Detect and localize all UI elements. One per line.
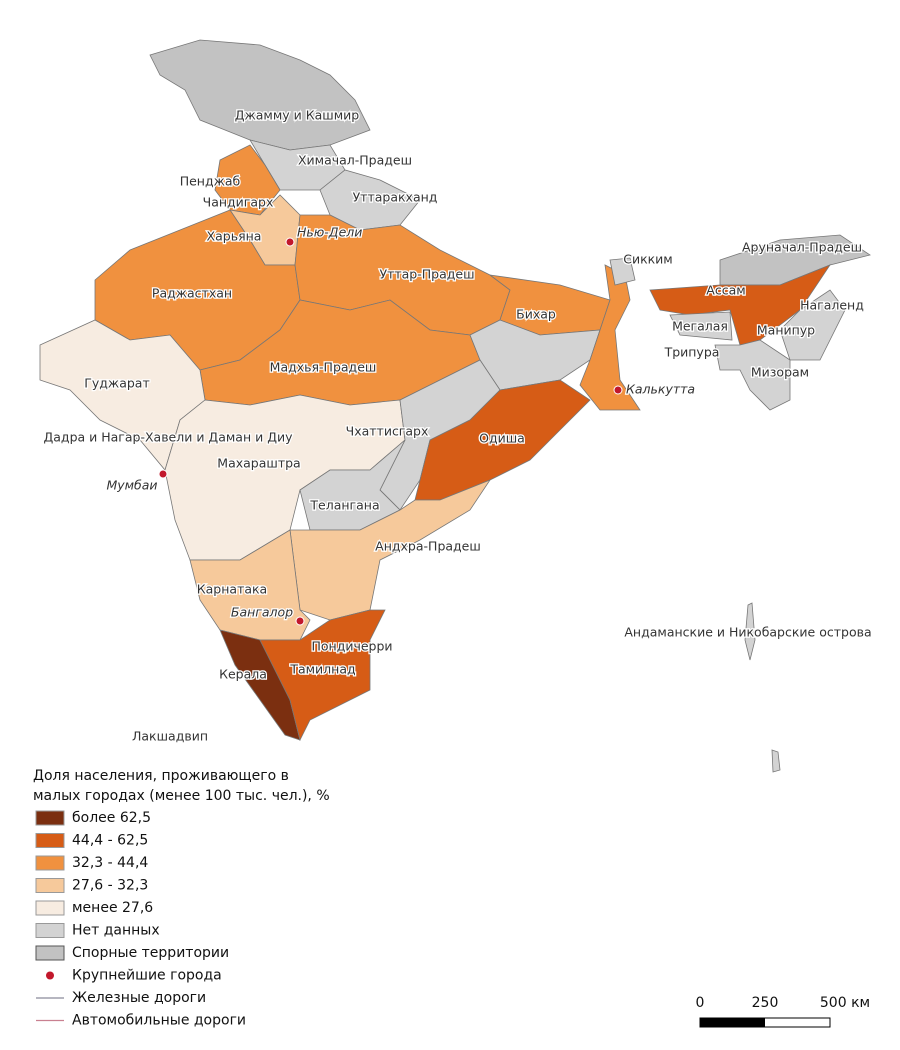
region-label: Бихар xyxy=(516,307,556,322)
legend-label: Спорные территории xyxy=(72,945,229,961)
region-label: Лакшадвип xyxy=(132,729,208,744)
city-label: Калькутта xyxy=(626,382,695,397)
city-point xyxy=(158,469,168,479)
city-label: Нью-Дели xyxy=(297,225,362,240)
region-shape xyxy=(714,339,791,411)
legend-label: менее 27,6 xyxy=(72,900,153,916)
region-label: Джамму и Кашмир xyxy=(235,108,360,123)
scale-segment xyxy=(700,1018,765,1027)
region-shape xyxy=(779,289,846,361)
legend-swatch xyxy=(35,945,65,961)
region-shape xyxy=(669,311,733,341)
region-label: Химачал-Прадеш xyxy=(298,153,412,168)
region-shape xyxy=(771,749,781,773)
legend-swatch xyxy=(35,923,65,938)
region-label: Манипур xyxy=(757,323,815,338)
region-label: Уттаракханд xyxy=(353,190,438,205)
region-label: Пенджаб xyxy=(180,174,241,189)
legend-label: 27,6 - 32,3 xyxy=(72,878,148,894)
region-label: Чандигарх xyxy=(203,195,274,210)
region-label: Телангана xyxy=(309,498,379,513)
legend-swatch xyxy=(35,810,65,826)
region-label: Карнатака xyxy=(197,582,267,597)
legend-title: малых городах (менее 100 тыс. чел.), % xyxy=(33,788,330,804)
legend-items: более 62,5 44,4 - 62,5 32,3 - 44,4 27,6 - 3… xyxy=(35,810,246,1029)
legend-label: более 62,5 xyxy=(72,810,151,826)
legend-title: Доля населения, проживающего в xyxy=(33,768,289,784)
region-label: Андаманские и Никобарские острова xyxy=(624,625,871,640)
region-label: Мизорам xyxy=(751,365,809,380)
legend-label: 44,4 - 62,5 xyxy=(72,833,148,849)
scale-label: 0 xyxy=(696,995,705,1011)
region-label: Харьяна xyxy=(207,229,262,244)
region-shape xyxy=(744,602,756,661)
region-label: Мегалая xyxy=(672,319,728,334)
scale-label: 500 км xyxy=(820,995,870,1011)
region-label: Раджастхан xyxy=(152,286,232,301)
region-label: Мадхья-Прадеш xyxy=(270,360,377,375)
city-point xyxy=(285,237,295,247)
legend: Доля населения, проживающего в малых гор… xyxy=(33,768,330,1029)
region-label: Трипура xyxy=(664,345,720,360)
region-label: Гуджарат xyxy=(84,376,149,391)
legend-label: Крупнейшие города xyxy=(72,968,222,984)
region-label: Нагаленд xyxy=(800,298,864,313)
region-label: Аруначал-Прадеш xyxy=(742,240,862,255)
region-label: Дадра и Нагар-Хавели и Даман и Диу xyxy=(44,430,294,445)
legend-label: Автомобильные дороги xyxy=(72,1013,246,1029)
region-shape xyxy=(259,609,386,742)
legend-label: 32,3 - 44,4 xyxy=(72,855,148,871)
region-label: Андхра-Прадеш xyxy=(375,539,481,554)
region-label: Чхаттисгарх xyxy=(346,424,429,439)
region-label: Сикким xyxy=(623,252,673,267)
region-label: Керала xyxy=(219,667,267,682)
city-point xyxy=(295,616,305,626)
region-label: Махараштра xyxy=(217,456,300,471)
region-shape xyxy=(414,379,591,501)
legend-swatch xyxy=(35,878,65,893)
city-label: Мумбаи xyxy=(106,478,157,493)
city-label: Бангалор xyxy=(231,605,293,620)
legend-label: Железные дороги xyxy=(72,990,206,1006)
region-shape xyxy=(189,529,311,641)
regions xyxy=(39,39,871,773)
legend-label: Нет данных xyxy=(72,923,160,939)
legend-swatch xyxy=(35,900,65,916)
region-label: Ассам xyxy=(706,283,745,298)
region-shape xyxy=(579,264,641,411)
legend-dot xyxy=(46,971,54,980)
legend-swatch xyxy=(35,833,65,848)
city-point xyxy=(613,385,623,395)
scale-bar: 0 250 500 км xyxy=(696,995,870,1028)
region-shape xyxy=(149,39,371,151)
region-shape xyxy=(609,257,636,286)
region-label: Одиша xyxy=(479,431,525,446)
region-label: Пондичерри xyxy=(311,639,392,654)
region-label: Тамилнад xyxy=(289,662,355,677)
region-shape xyxy=(214,144,281,216)
city-points xyxy=(158,237,623,626)
region-labels: Джамму и Кашмир Химачал-Прадеш Пенджаб Ч… xyxy=(42,106,873,745)
region-label: Уттар-Прадеш xyxy=(379,267,474,282)
city-labels: Нью-Дели Калькутта Мумбаи Бангалор xyxy=(105,223,696,621)
scale-label: 250 xyxy=(752,995,779,1011)
legend-swatch xyxy=(35,855,65,871)
